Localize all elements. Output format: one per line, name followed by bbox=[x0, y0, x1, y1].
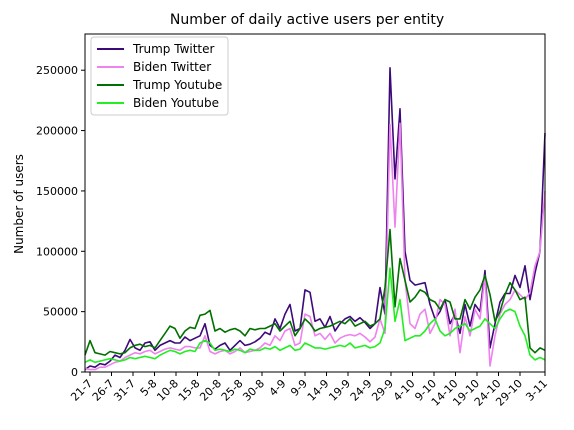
x-tick-label: 21-7 bbox=[68, 377, 95, 404]
x-tick-label: 14-9 bbox=[305, 377, 332, 404]
x-tick-label: 30-8 bbox=[240, 377, 267, 404]
legend: Trump Twitter Biden Twitter Trump Youtube B… bbox=[90, 36, 229, 116]
y-tick-label: 250000 bbox=[36, 64, 78, 77]
y-tick-label: 100000 bbox=[36, 245, 78, 258]
x-tick-label: 24-9 bbox=[348, 377, 375, 404]
y-tick-label: 0 bbox=[71, 366, 78, 379]
x-tick-label: 15-8 bbox=[176, 377, 203, 404]
series-line-trump-twitter bbox=[84, 67, 546, 371]
series-line-trump-youtube bbox=[84, 228, 546, 356]
y-axis-label: Number of users bbox=[12, 154, 26, 254]
x-tick-label: 4-9 bbox=[267, 377, 289, 399]
x-tick-label: 25-8 bbox=[219, 377, 246, 404]
x-tick-label: 3-11 bbox=[523, 377, 550, 404]
series-line-biden-youtube bbox=[84, 267, 546, 364]
x-tick-label: 10-8 bbox=[154, 377, 181, 404]
y-tick-label: 150000 bbox=[36, 185, 78, 198]
y-tick-label: 200000 bbox=[36, 125, 78, 138]
chart-title: Number of daily active users per entity bbox=[170, 12, 444, 28]
x-tick-label: 4-10 bbox=[391, 377, 418, 404]
legend-label: Trump Twitter bbox=[132, 42, 215, 56]
x-tick-label: 31-7 bbox=[111, 377, 138, 404]
axes-frame bbox=[84, 33, 546, 373]
legend-box bbox=[90, 36, 229, 116]
legend-label: Biden Youtube bbox=[133, 96, 219, 110]
y-tick-label: 50000 bbox=[43, 306, 78, 319]
x-tick-label: 29-9 bbox=[369, 377, 396, 404]
legend-label: Trump Youtube bbox=[132, 78, 222, 92]
x-tick-label: 26-7 bbox=[90, 377, 117, 404]
x-tick-label: 20-8 bbox=[197, 377, 224, 404]
legend-label: Biden Twitter bbox=[133, 60, 211, 74]
x-tick-label: 19-9 bbox=[326, 377, 353, 404]
series-layer bbox=[84, 67, 546, 371]
